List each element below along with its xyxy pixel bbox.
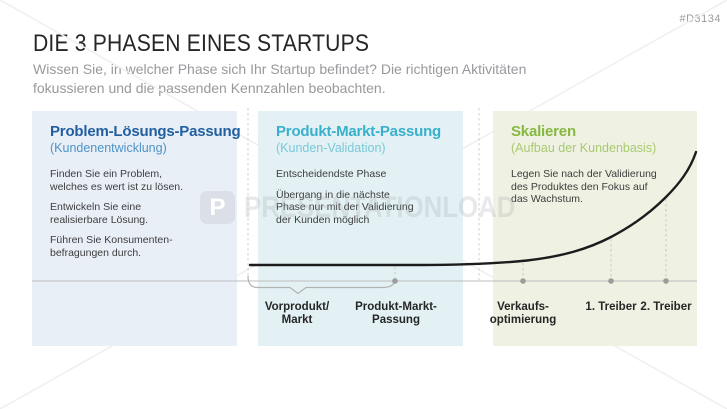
growth-curve <box>248 150 698 267</box>
phase-body: Legen Sie nach der Validierung des Produ… <box>511 168 681 206</box>
milestone-label-2-treiber: 2. Treiber <box>640 301 692 313</box>
phase-panel-skalieren: Skalieren (Aufbau der Kundenbasis) Legen… <box>493 111 697 346</box>
milestone-dot <box>520 278 526 284</box>
phase-panel-problem-loesungs-passung: Problem-Lösungs-Passung (Kundenentwicklu… <box>32 111 241 346</box>
page-subtitle-line-2: fokussieren und die passenden Kennzahlen… <box>33 80 386 96</box>
phase-paragraph: Legen Sie nach der Validierung des Produ… <box>511 168 657 205</box>
milestone-label-produkt-markt-passung: Produkt-Markt- Passung <box>355 301 437 326</box>
phase-body: Finden Sie ein Problem, welches es wert … <box>50 168 221 259</box>
stage-brace <box>247 275 395 295</box>
page-subtitle-line-1: Wissen Sie, in welcher Phase sich Ihr St… <box>33 61 527 77</box>
phase-paragraph: Entwickeln Sie eine realisierbare Lösung… <box>50 201 149 226</box>
slide-id-badge: #D3134 <box>679 13 721 25</box>
phase-title: Skalieren <box>511 123 576 140</box>
milestone-dot <box>608 278 614 284</box>
milestone-dot <box>392 278 398 284</box>
phase-title: Problem-Lösungs-Passung <box>50 123 241 140</box>
phase-body: Entscheidendste Phase Übergang in die nä… <box>276 168 447 226</box>
page-title: DIE 3 PHASEN EINES STARTUPS <box>33 30 370 57</box>
phase-paragraph: Entscheidendste Phase <box>276 168 387 180</box>
phase-paragraph: Führen Sie Konsumenten- befragungen durc… <box>50 234 173 259</box>
phase-panel-produkt-markt-passung: Produkt-Markt-Passung (Kunden-Validation… <box>258 111 463 346</box>
phase-paragraph: Finden Sie ein Problem, welches es wert … <box>50 168 184 193</box>
milestone-label-vorprodukt-markt: Vorprodukt/ Markt <box>264 301 330 326</box>
phase-title: Produkt-Markt-Passung <box>276 123 441 140</box>
phase-subtitle: (Aufbau der Kundenbasis) <box>511 141 657 155</box>
milestone-label-verkaufsoptimierung: Verkaufs- optimierung <box>489 301 557 326</box>
milestone-dot <box>663 278 669 284</box>
phase-subtitle: (Kundenentwicklung) <box>50 141 167 155</box>
milestone-label-1-treiber: 1. Treiber <box>585 301 637 313</box>
phase-subtitle: (Kunden-Validation) <box>276 141 386 155</box>
phase-paragraph: Übergang in die nächste Phase nur mit de… <box>276 188 414 226</box>
page-subtitle: Wissen Sie, in welcher Phase sich Ihr St… <box>33 60 526 98</box>
